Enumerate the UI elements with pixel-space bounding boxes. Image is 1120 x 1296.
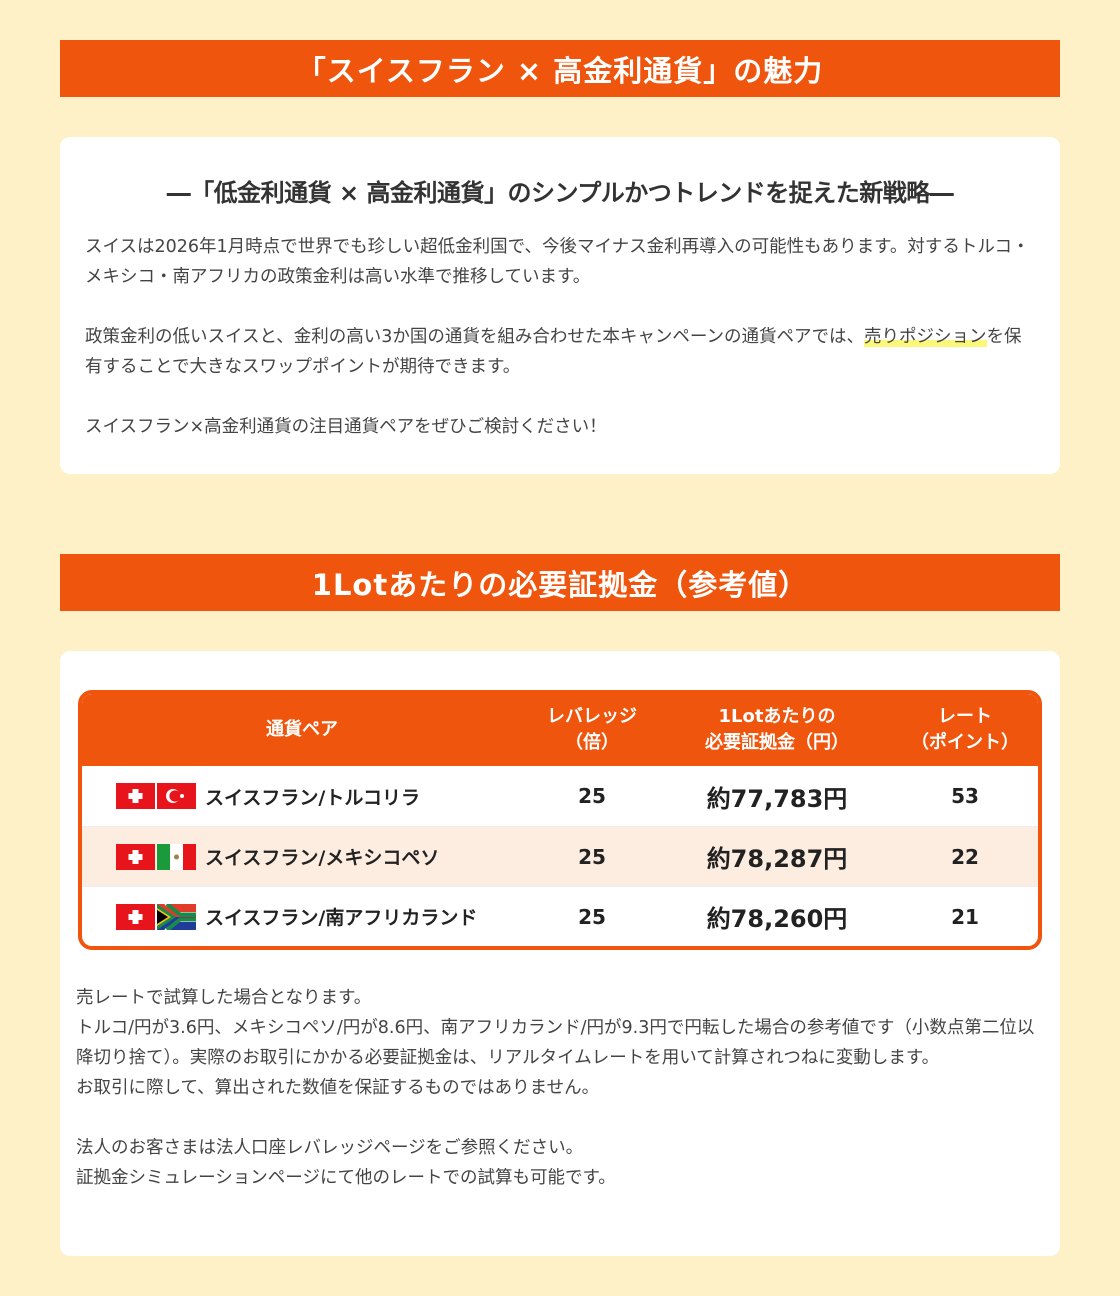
flag-switzerland-icon (116, 843, 155, 870)
notes: 売レートで試算した場合となります。 トルコ/円が3.6円、メキシコペソ/円が8.… (76, 983, 1051, 1193)
leverage-cell: 25 (578, 844, 606, 869)
table-row: スイスフラン/南アフリカランド 25 約78,260円 21 (82, 886, 1038, 946)
margin-card: 通貨ペア レバレッジ （倍） 1Lotあたりの 必要証拠金（円） レート （ポイント）… (60, 651, 1060, 1256)
intro-subtitle: ―「低金利通貨 × 高金利通貨」のシンプルかつトレンドを捉えた新戦略― (166, 179, 954, 207)
flag-turkey-icon (157, 783, 196, 809)
text: 政策金利の低いスイスと、金利の高い3か国の通貨を組み合わせた本キャンペーンの通貨… (85, 327, 865, 347)
section-banner-appeal: 「スイスフラン × 高金利通貨」の魅力 (60, 40, 1060, 97)
intro-paragraph-3: スイスフラン×高金利通貨の注目通貨ペアをぜひご検討ください！ (85, 417, 607, 437)
table-row: スイスフラン/メキシコペソ 25 約78,287円 22 (82, 826, 1038, 886)
pair-name: スイスフラン/メキシコペソ (205, 847, 440, 869)
section-banner-margin: 1Lotあたりの必要証拠金（参考値） (60, 554, 1060, 611)
pair-cell: スイスフラン/メキシコペソ (82, 843, 522, 870)
note: 売レートで試算した場合となります。 (76, 988, 372, 1008)
flag-south-africa-icon (157, 903, 196, 930)
header-rate: レート （ポイント） (911, 706, 1019, 753)
pair-name: スイスフラン/トルコリラ (205, 786, 420, 809)
flag-switzerland-icon (116, 903, 155, 930)
note-simulation: 証拠金シミュレーションページにて他のレートでの試算も可能です。 (76, 1168, 616, 1188)
pair-cell: スイスフラン/トルコリラ (82, 783, 522, 810)
rate-cell: 21 (951, 904, 979, 929)
intro-paragraph-1: スイスは2026年1月時点で世界でも珍しい超低金利国で、今後マイナス金利再導入の… (85, 237, 1030, 287)
highlight-sell-position: 売りポジション (864, 327, 987, 347)
table-header: 通貨ペア レバレッジ （倍） 1Lotあたりの 必要証拠金（円） レート （ポイント） (82, 694, 1038, 766)
margin-cell: 約77,783円 (706, 784, 848, 813)
header-pair: 通貨ペア (266, 719, 338, 740)
flag-switzerland-icon (116, 783, 155, 809)
header-leverage: レバレッジ （倍） (547, 706, 637, 753)
margin-table: 通貨ペア レバレッジ （倍） 1Lotあたりの 必要証拠金（円） レート （ポイント）… (78, 690, 1042, 950)
text: を保有することで大きなスワップポイントが期待できます。 (85, 327, 1022, 377)
header-margin: 1Lotあたりの 必要証拠金（円） (705, 706, 849, 753)
intro-paragraph-2: 政策金利の低いスイスと、金利の高い3か国の通貨を組み合わせた本キャンペーンの通貨… (85, 322, 1038, 382)
margin-cell: 約78,287円 (706, 845, 848, 873)
flag-mexico-icon (157, 843, 196, 870)
leverage-cell: 25 (578, 904, 606, 929)
table-row: スイスフラン/トルコリラ 25 約77,783円 53 (82, 766, 1038, 826)
note-corporate: 法人のお客さまは法人口座レバレッジページをご参照ください。 (76, 1138, 584, 1158)
pair-name: スイスフラン/南アフリカランド (205, 907, 478, 929)
rate-cell: 53 (951, 784, 979, 808)
note: お取引に際して、算出された数値を保証するものではありません。 (76, 1078, 600, 1098)
rate-cell: 22 (951, 844, 979, 869)
leverage-cell: 25 (578, 784, 606, 808)
pair-cell: スイスフラン/南アフリカランド (82, 903, 522, 930)
note: トルコ/円が3.6円、メキシコペソ/円が8.6円、南アフリカランド/円が9.3円… (76, 1018, 1035, 1068)
intro-card: ―「低金利通貨 × 高金利通貨」のシンプルかつトレンドを捉えた新戦略― スイスは… (60, 137, 1060, 474)
margin-cell: 約78,260円 (706, 905, 848, 933)
